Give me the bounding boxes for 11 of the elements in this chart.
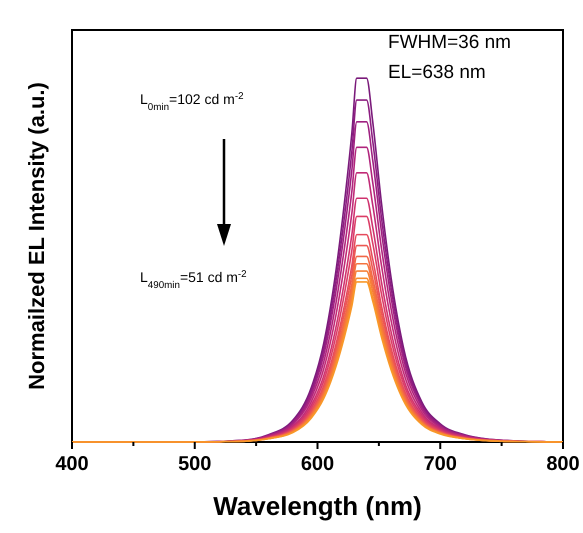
annotation: L$_{0min}$=102 cd m$^{-2}$ [140, 90, 244, 112]
x-tick-label: 400 [55, 453, 89, 475]
x-tick-label: 700 [424, 453, 457, 475]
y-axis-title: Normailzed EL Intensity (a.u.) [24, 82, 49, 390]
x-tick-label: 500 [178, 453, 212, 475]
annotation: EL=638 nm [388, 62, 486, 83]
x-tick-label: 600 [300, 453, 334, 475]
annotation: L$_{490min}$=51 cd m$^{-2}$ [140, 268, 247, 290]
x-tick-label: 800 [546, 453, 580, 475]
text: FWHM=36 nm [388, 32, 511, 53]
x-axis-title: Wavelength (nm) [213, 491, 422, 521]
